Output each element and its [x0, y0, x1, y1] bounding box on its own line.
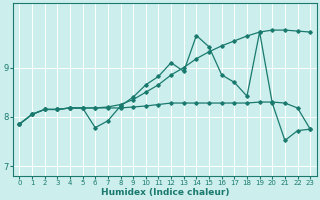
X-axis label: Humidex (Indice chaleur): Humidex (Indice chaleur): [100, 188, 229, 197]
